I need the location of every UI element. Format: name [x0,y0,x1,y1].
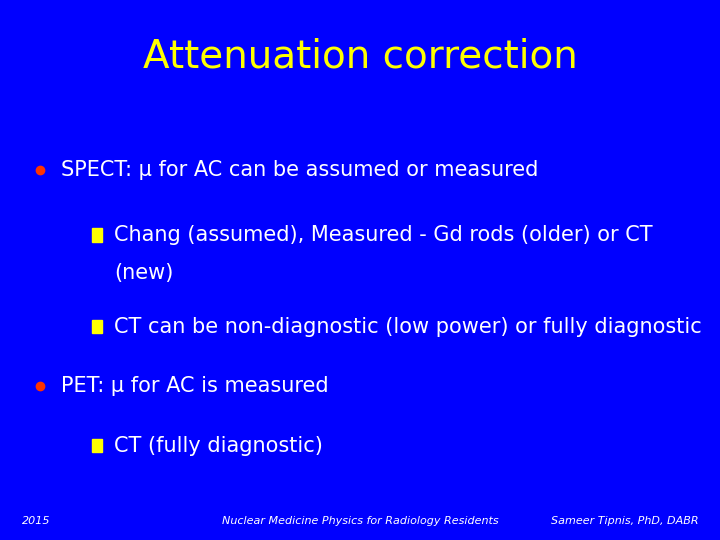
Text: Attenuation correction: Attenuation correction [143,38,577,76]
Text: Sameer Tipnis, PhD, DABR: Sameer Tipnis, PhD, DABR [551,516,698,526]
Bar [92,228,102,241]
Bar [92,438,102,453]
Text: CT (fully diagnostic): CT (fully diagnostic) [114,435,323,456]
Text: SPECT: μ for AC can be assumed or measured: SPECT: μ for AC can be assumed or measur… [61,160,539,180]
Text: CT can be non-diagnostic (low power) or fully diagnostic: CT can be non-diagnostic (low power) or … [114,316,701,337]
Text: 2015: 2015 [22,516,50,526]
Text: PET: μ for AC is measured: PET: μ for AC is measured [61,376,329,396]
Text: Chang (assumed), Measured - Gd rods (older) or CT: Chang (assumed), Measured - Gd rods (old… [114,225,652,245]
Text: Nuclear Medicine Physics for Radiology Residents: Nuclear Medicine Physics for Radiology R… [222,516,498,526]
Text: (new): (new) [114,262,173,283]
Bar [92,320,102,333]
